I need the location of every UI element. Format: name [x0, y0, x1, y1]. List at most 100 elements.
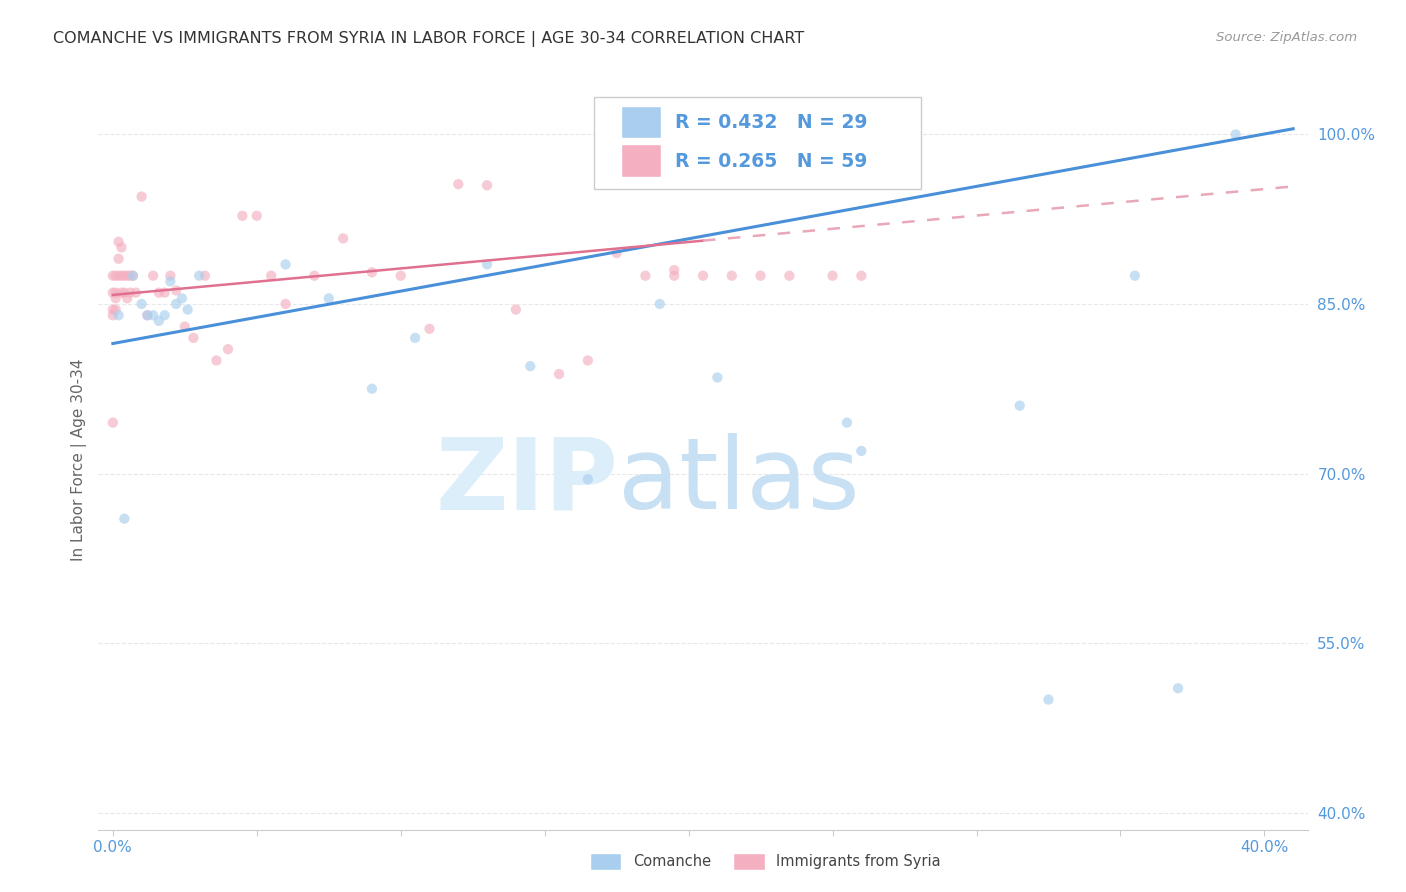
Point [131, 297, 153, 311]
Point [260, 268, 283, 283]
FancyBboxPatch shape [621, 145, 661, 177]
Text: Comanche: Comanche [633, 855, 711, 869]
Point [231, 209, 253, 223]
Point [159, 274, 181, 288]
Point [101, 285, 124, 300]
Point [274, 257, 297, 271]
Point [122, 268, 145, 283]
Point [110, 285, 132, 300]
Point [648, 297, 671, 311]
Point [104, 285, 127, 300]
Point [1167, 681, 1189, 696]
Point [165, 284, 187, 298]
Point [159, 268, 181, 283]
Point [153, 285, 176, 300]
Point [606, 246, 628, 260]
Point [1008, 399, 1031, 413]
Point [720, 268, 742, 283]
Point [835, 416, 858, 430]
FancyBboxPatch shape [595, 96, 921, 189]
Point [101, 308, 124, 322]
Point [170, 291, 193, 305]
Point [851, 268, 873, 283]
Point [183, 331, 205, 345]
Point [1038, 692, 1060, 706]
Point [104, 302, 127, 317]
Point [188, 268, 211, 283]
Point [148, 314, 170, 328]
Text: ZIP: ZIP [436, 434, 619, 530]
Point [107, 308, 129, 322]
Point [1123, 268, 1146, 283]
Point [318, 291, 340, 305]
Point [112, 268, 135, 283]
Point [176, 302, 198, 317]
Point [107, 235, 129, 249]
Point [706, 370, 728, 384]
Text: R = 0.432   N = 29: R = 0.432 N = 29 [675, 113, 868, 132]
Text: COMANCHE VS IMMIGRANTS FROM SYRIA IN LABOR FORCE | AGE 30-34 CORRELATION CHART: COMANCHE VS IMMIGRANTS FROM SYRIA IN LAB… [53, 31, 804, 47]
Point [505, 302, 527, 317]
Point [110, 268, 132, 283]
Point [148, 285, 170, 300]
Point [205, 353, 228, 368]
Point [274, 297, 297, 311]
Text: R = 0.265   N = 59: R = 0.265 N = 59 [675, 152, 868, 170]
Point [246, 209, 269, 223]
Point [664, 268, 686, 283]
Point [389, 268, 412, 283]
Y-axis label: In Labor Force | Age 30-34: In Labor Force | Age 30-34 [72, 358, 87, 561]
Point [142, 268, 165, 283]
Point [404, 331, 426, 345]
Point [1225, 128, 1247, 142]
Point [475, 178, 498, 193]
Point [447, 177, 470, 191]
Point [112, 512, 135, 526]
Point [101, 268, 124, 283]
Point [107, 252, 129, 266]
Text: Immigrants from Syria: Immigrants from Syria [776, 855, 941, 869]
Point [475, 257, 498, 271]
Point [142, 308, 165, 322]
Text: Source: ZipAtlas.com: Source: ZipAtlas.com [1216, 31, 1357, 45]
Point [101, 416, 124, 430]
Point [418, 322, 440, 336]
Point [115, 291, 138, 305]
Point [692, 268, 714, 283]
Point [136, 308, 159, 322]
Point [851, 443, 873, 458]
Point [110, 240, 132, 254]
Point [131, 189, 153, 203]
Point [332, 231, 354, 245]
Point [664, 263, 686, 277]
Point [173, 319, 195, 334]
Point [361, 265, 384, 279]
Point [120, 268, 142, 283]
Point [120, 285, 142, 300]
FancyBboxPatch shape [621, 107, 661, 138]
Point [821, 268, 844, 283]
Point [165, 297, 187, 311]
Point [304, 268, 326, 283]
Point [194, 268, 217, 283]
Point [576, 353, 599, 368]
Point [153, 308, 176, 322]
Point [112, 285, 135, 300]
Point [749, 268, 772, 283]
Point [576, 472, 599, 486]
Text: atlas: atlas [619, 434, 860, 530]
Point [104, 268, 127, 283]
Point [136, 308, 159, 322]
Point [125, 285, 148, 300]
Point [122, 268, 145, 283]
Point [217, 342, 239, 356]
Point [361, 382, 384, 396]
Point [107, 268, 129, 283]
Point [634, 268, 657, 283]
Point [778, 268, 800, 283]
Point [104, 291, 127, 305]
Point [101, 302, 124, 317]
Point [548, 367, 571, 381]
Point [519, 359, 541, 373]
Point [115, 268, 138, 283]
